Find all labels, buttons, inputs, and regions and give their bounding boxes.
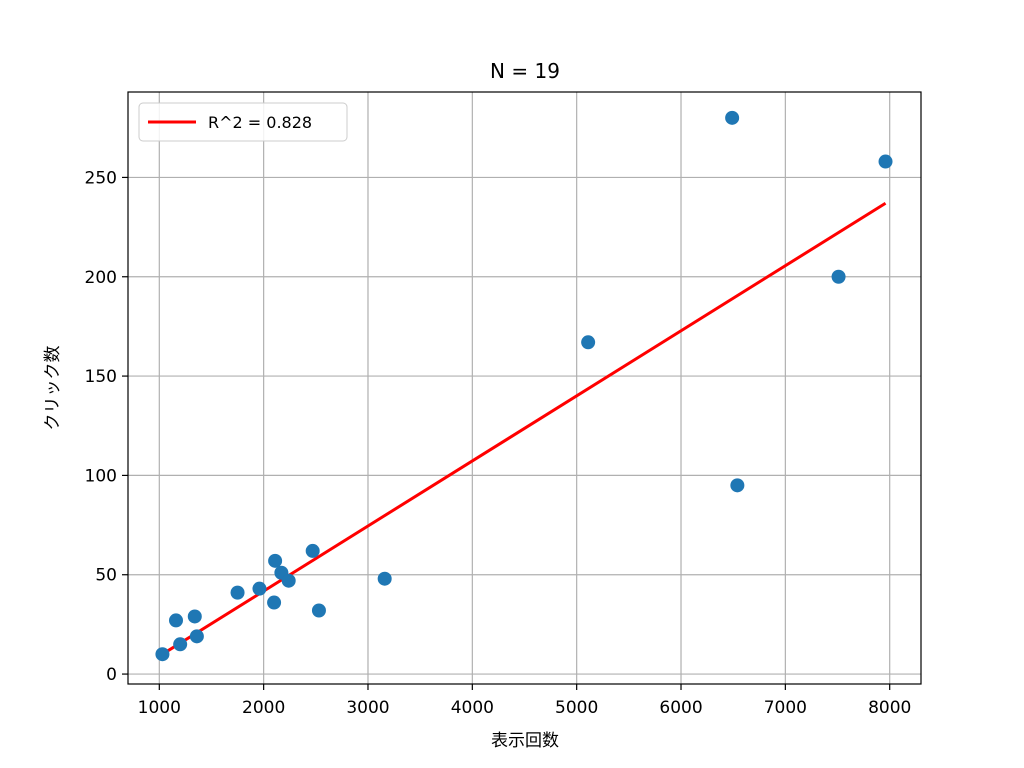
data-point [581,335,596,350]
legend: R^2 = 0.828 [138,102,348,142]
x-tick-label: 3000 [346,698,389,718]
regression-line [161,201,887,656]
grid-lines [128,92,921,684]
data-point [281,573,296,588]
y-tick-label: 250 [85,168,117,188]
data-point [168,613,183,628]
data-point [155,647,170,662]
chart-title: N = 19 [490,59,560,83]
y-axis-label: クリック数 [43,346,63,431]
data-point [267,595,282,610]
x-tick-label: 5000 [555,698,598,718]
x-tick-label: 1000 [138,698,181,718]
x-axis-ticks: 1000 2000 3000 4000 5000 6000 7000 8000 [138,684,911,718]
data-point [305,543,320,558]
fit-line-layer [161,201,887,656]
data-points [155,110,893,662]
data-point [311,603,326,618]
x-axis-label: 表示回数 [491,731,559,751]
y-tick-label: 100 [85,466,117,486]
data-point [377,571,392,586]
y-tick-label: 150 [85,367,117,387]
y-axis-ticks: 0 50 100 150 200 250 [85,168,128,685]
data-point [230,585,245,600]
x-tick-label: 7000 [764,698,807,718]
data-point [252,581,267,596]
x-tick-label: 2000 [242,698,285,718]
data-point [173,637,188,652]
data-point [878,154,893,169]
plot-frame [127,91,922,685]
data-point [187,609,202,624]
x-tick-label: 4000 [451,698,494,718]
data-point [189,629,204,644]
y-tick-label: 50 [95,566,117,586]
data-point [831,269,846,284]
legend-fit-label: R^2 = 0.828 [208,113,312,132]
data-point [268,553,283,568]
y-tick-label: 0 [106,665,117,685]
data-point [725,110,740,125]
legend-box [138,102,348,142]
x-tick-label: 6000 [659,698,702,718]
y-tick-label: 200 [85,268,117,288]
data-point [730,478,745,493]
x-tick-label: 8000 [868,698,911,718]
